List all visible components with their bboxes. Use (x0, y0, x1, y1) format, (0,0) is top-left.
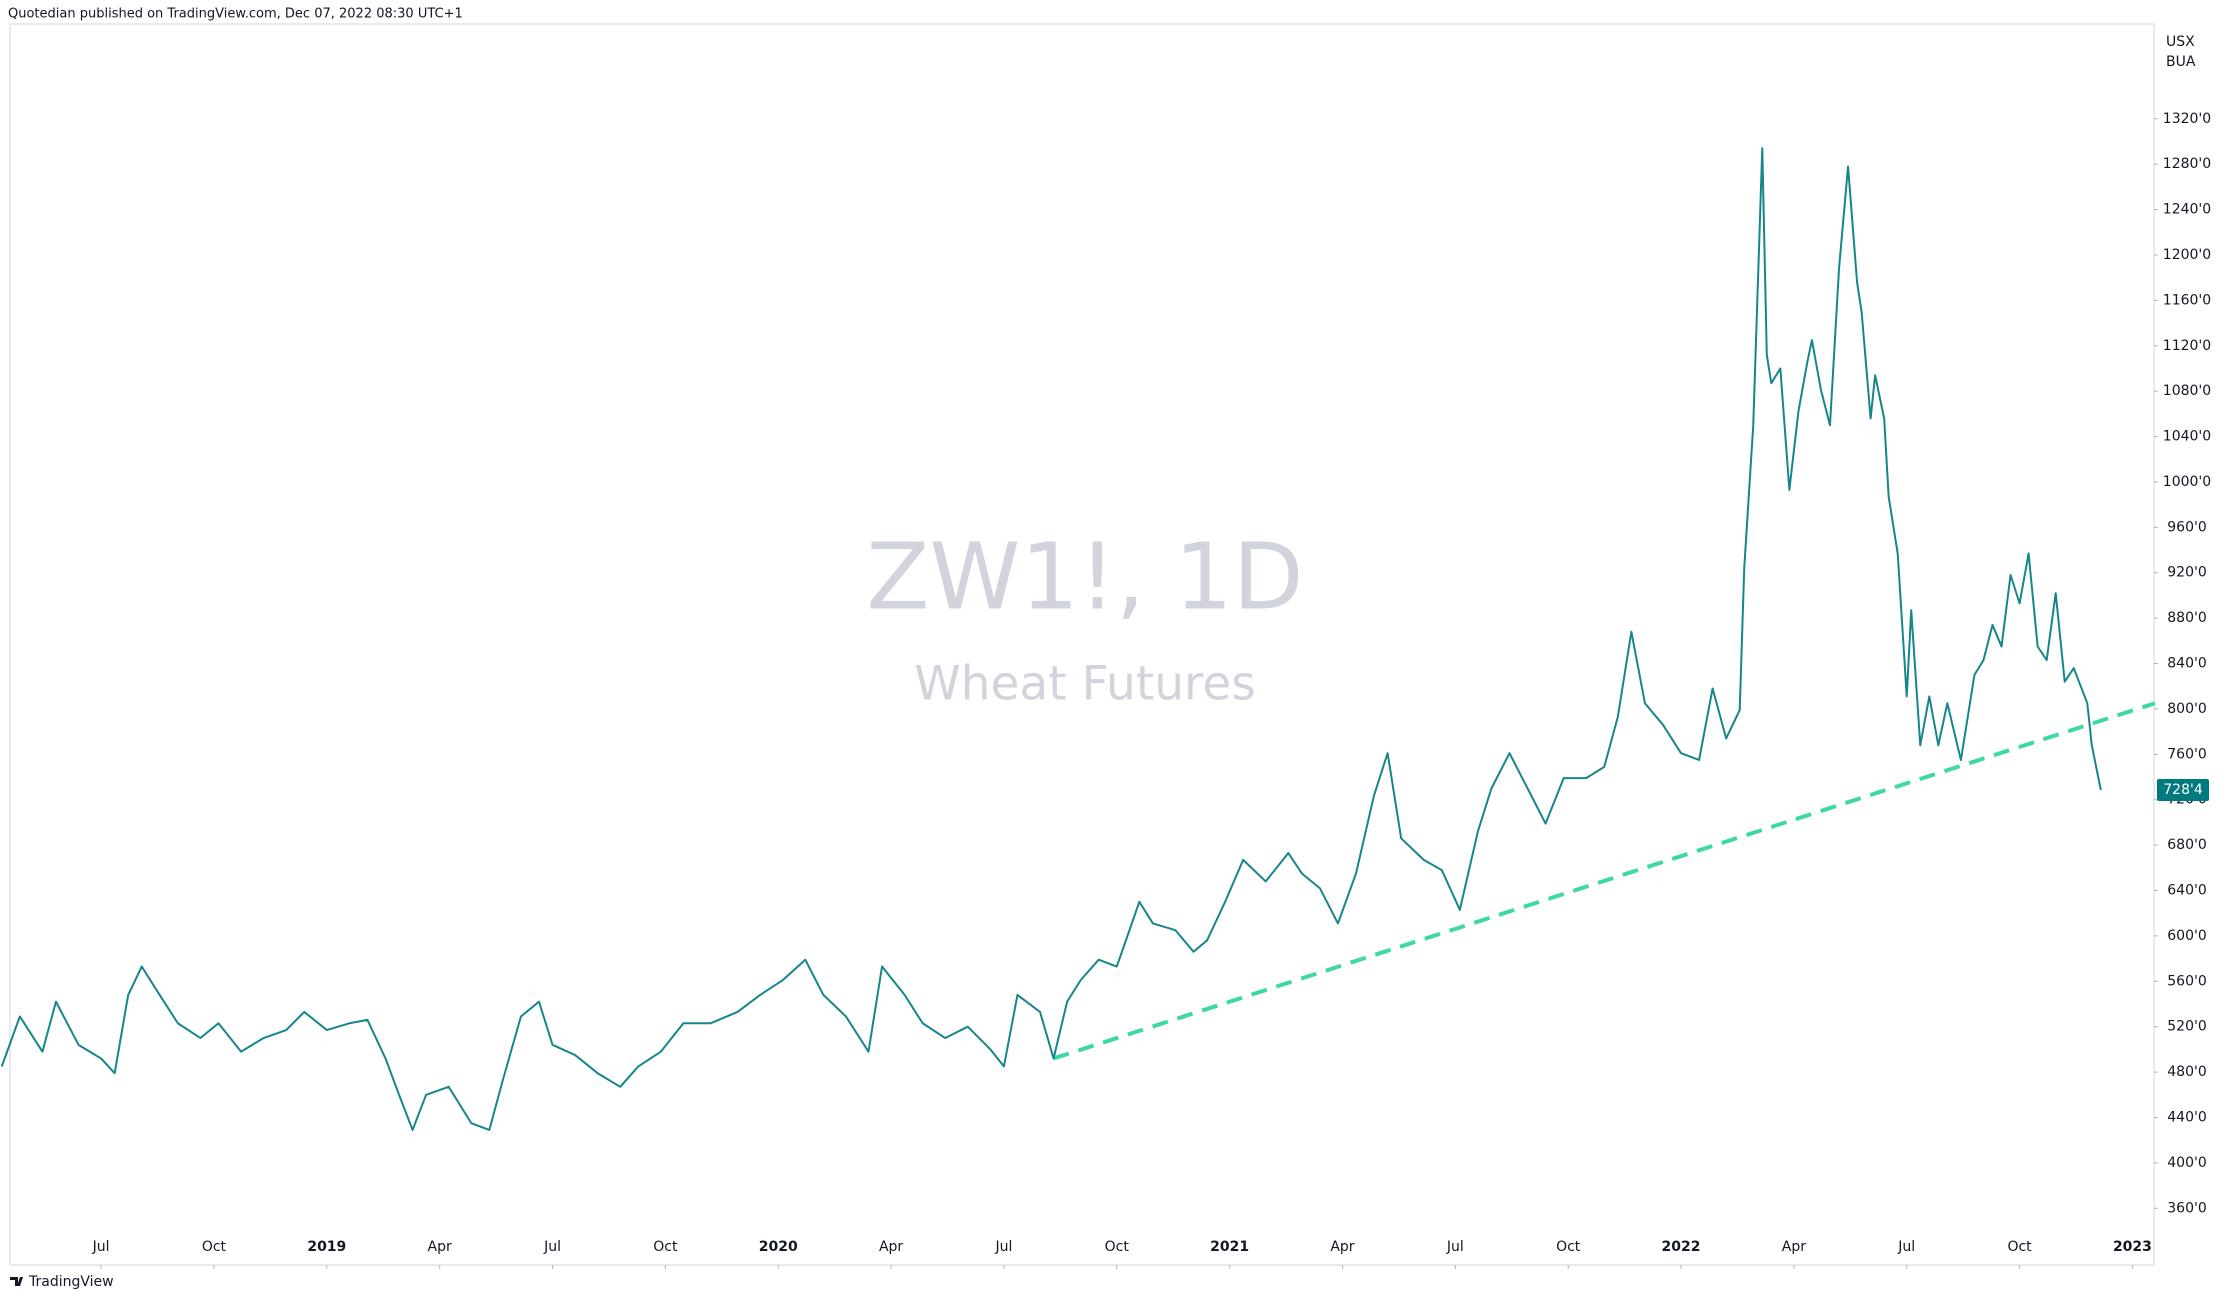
watermark-name: Wheat Futures (914, 657, 1256, 712)
y-tick-label: 1240'0 (2163, 202, 2211, 218)
y-tick-label: 960'0 (2167, 519, 2206, 535)
logo-mark (10, 1277, 23, 1286)
y-tick-label: 840'0 (2167, 656, 2206, 672)
x-tick-label: Apr (1330, 1239, 1354, 1255)
y-tick-label: 880'0 (2167, 610, 2206, 626)
y-tick-label: 560'0 (2167, 973, 2206, 989)
footer-logo (10, 1277, 23, 1286)
x-tick-label: Jul (1897, 1239, 1915, 1255)
x-tick-label: Jul (543, 1239, 561, 1255)
y-tick-label: 360'0 (2167, 1200, 2206, 1216)
y-tick-label: 1040'0 (2163, 429, 2211, 445)
x-tick-label: 2020 (759, 1239, 798, 1255)
y-tick-label: 920'0 (2167, 565, 2206, 581)
trendline (1052, 701, 2156, 1061)
y-tick-label: 1320'0 (2163, 111, 2211, 127)
header-text: Quotedian published on TradingView.com, … (8, 7, 463, 22)
y-tick-label: 1120'0 (2163, 338, 2211, 354)
y-tick-label: 640'0 (2167, 882, 2206, 898)
y-tick-label: 1000'0 (2163, 474, 2211, 490)
y-tick-label: 1080'0 (2163, 383, 2211, 399)
y-tick-label: 1160'0 (2163, 292, 2211, 308)
x-tick-label: 2019 (307, 1239, 346, 1255)
watermark-symbol: ZW1!, 1D (866, 523, 1303, 630)
unit-label: BUA (2166, 54, 2196, 70)
x-tick-label: Oct (1105, 1239, 1130, 1255)
x-tick-label: Apr (879, 1239, 903, 1255)
plot-frame (9, 23, 2155, 1266)
x-tick-label: Oct (2007, 1239, 2032, 1255)
x-tick-label: Jul (1446, 1239, 1464, 1255)
x-tick-label: Apr (428, 1239, 452, 1255)
x-tick-label: Jul (92, 1239, 110, 1255)
y-tick-label: 480'0 (2167, 1064, 2206, 1080)
x-tick-label: Oct (202, 1239, 227, 1255)
y-tick-label: 680'0 (2167, 837, 2206, 853)
last-price-box (2157, 779, 2209, 802)
y-tick-label: 400'0 (2167, 1155, 2206, 1171)
y-tick-label: 440'0 (2167, 1109, 2206, 1125)
x-tick-label: 2023 (2113, 1239, 2152, 1255)
y-tick-label: 760'0 (2167, 746, 2206, 762)
unit-label: USX (2166, 34, 2195, 50)
y-tick-label: 600'0 (2167, 928, 2206, 944)
price-line (0, 147, 2102, 1131)
last-price-label: 728'4 (2163, 782, 2203, 798)
x-tick-label: Oct (1556, 1239, 1581, 1255)
y-tick-label: 800'0 (2167, 701, 2206, 717)
footer-brand: TradingView (28, 1274, 114, 1290)
x-tick-label: Apr (1782, 1239, 1806, 1255)
y-tick-label: 1200'0 (2163, 247, 2211, 263)
x-tick-label: 2021 (1210, 1239, 1249, 1255)
y-tick-label: 1280'0 (2163, 156, 2211, 172)
x-tick-label: Oct (653, 1239, 678, 1255)
y-tick-label: 520'0 (2167, 1019, 2206, 1035)
x-tick-label: Jul (994, 1239, 1012, 1255)
x-tick-label: 2022 (1662, 1239, 1701, 1255)
